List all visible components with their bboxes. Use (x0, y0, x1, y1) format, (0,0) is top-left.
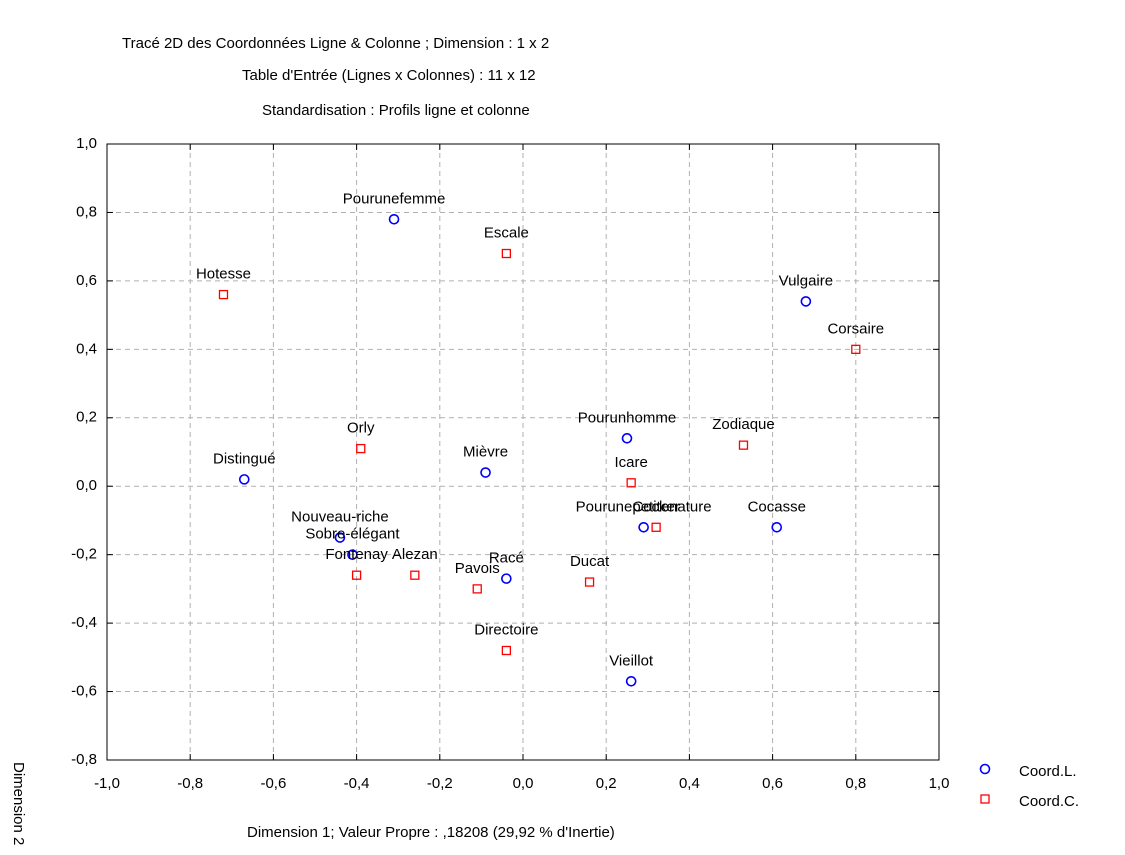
plot-frame (106, 143, 940, 761)
x-tick-label: 0,6 (762, 775, 783, 792)
point-label: Icare (614, 454, 647, 471)
point (472, 584, 482, 594)
chart-title: Tracé 2D des Coordonnées Ligne & Colonne… (122, 35, 549, 52)
y-tick-label: 0,6 (76, 272, 97, 289)
y-tick-label: -0,6 (71, 683, 97, 700)
x-tick-label: 0,8 (845, 775, 866, 792)
point (334, 532, 346, 543)
point (347, 549, 358, 560)
point-label: Distingué (213, 450, 276, 467)
y-tick-label: 1,0 (76, 135, 97, 152)
legend-label: Coord.L. (1019, 763, 1077, 780)
x-tick-label: -0,4 (344, 775, 370, 792)
point-label: Pourunepetitenature (576, 498, 712, 515)
y-axis-label: Dimension 2 (10, 762, 27, 845)
point-label: Cocker (632, 498, 680, 515)
y-tick-label: -0,8 (71, 751, 97, 768)
point-label: Mièvre (463, 444, 508, 461)
point (851, 344, 861, 354)
point (356, 443, 366, 454)
point (501, 645, 512, 656)
y-tick-label: -0,2 (71, 546, 97, 563)
y-tick-label: 0,2 (76, 409, 97, 426)
point-label: Alezan (392, 546, 438, 563)
point (800, 296, 812, 307)
x-tick-label: -0,8 (177, 775, 203, 792)
point (771, 521, 783, 533)
x-tick-label: 0,4 (679, 775, 700, 792)
point (738, 440, 749, 450)
point-label: Fontenay (325, 546, 388, 563)
legend-marker (980, 794, 990, 804)
x-tick-label: -0,6 (260, 775, 286, 792)
legend-label: Coord.C. (1019, 793, 1079, 810)
point-label: Ducat (570, 553, 610, 570)
point (638, 521, 649, 533)
y-tick-label: 0,8 (76, 203, 97, 220)
y-tick-label: -0,4 (71, 614, 97, 631)
point-label: Zodiaque (712, 416, 775, 433)
point (501, 573, 512, 584)
chart-subtitle: Table d'Entrée (Lignes x Colonnes) : 11 … (242, 67, 536, 84)
point-label: Pavois (455, 560, 500, 577)
y-tick-label: 0,0 (76, 477, 97, 494)
point (410, 570, 420, 580)
point-label: Racé (489, 550, 524, 567)
point-label: Orly (347, 420, 375, 437)
legend-marker (979, 763, 991, 775)
point-label: Nouveau-riche (291, 509, 389, 526)
point-label: Hotesse (196, 266, 251, 283)
x-axis-label: Dimension 1; Valeur Propre : ,18208 (29,… (247, 824, 615, 841)
point (651, 522, 661, 532)
point (238, 474, 250, 485)
point (218, 289, 229, 300)
point-label: Vulgaire (779, 272, 833, 289)
point (351, 570, 362, 580)
point (584, 577, 595, 587)
chart-subtitle: Standardisation : Profils ligne et colon… (262, 102, 530, 119)
point-label: Escale (484, 224, 529, 241)
point-label: Cocasse (748, 498, 806, 515)
y-tick-label: 0,4 (76, 340, 97, 357)
x-tick-label: 0,0 (513, 775, 534, 792)
point-label: Directoire (474, 621, 538, 638)
x-tick-label: 0,2 (596, 775, 617, 792)
point-label: Corsaire (827, 320, 884, 337)
point (388, 213, 400, 225)
point (501, 248, 512, 259)
point-label: Pourunhomme (578, 409, 676, 426)
point (626, 478, 636, 488)
point (480, 467, 491, 478)
x-tick-label: 1,0 (929, 775, 950, 792)
point-label: Vieillot (609, 652, 654, 669)
x-tick-label: -0,2 (427, 775, 453, 792)
x-tick-label: -1,0 (94, 775, 120, 792)
point (625, 675, 637, 687)
point-label: Pourunefemme (343, 190, 446, 207)
point-label: Sobre-élégant (305, 526, 400, 543)
point (621, 433, 633, 444)
